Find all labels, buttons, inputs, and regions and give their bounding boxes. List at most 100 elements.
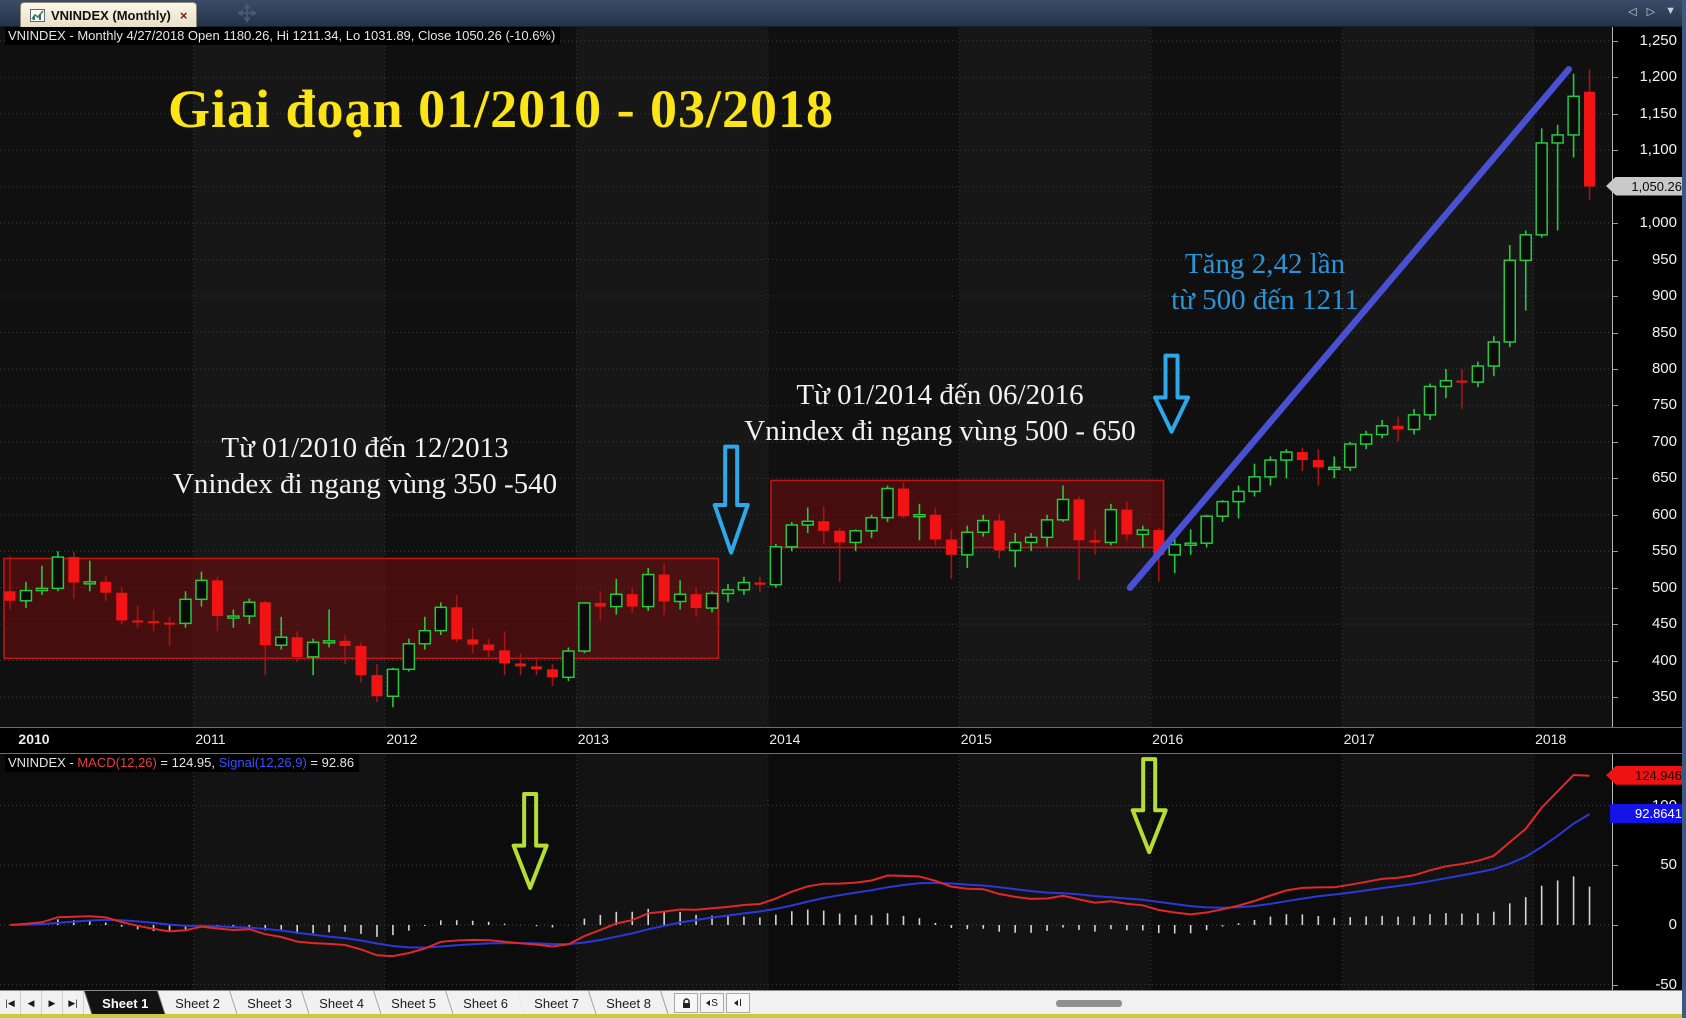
annotation-range-2010-2013: Từ 01/2010 đến 12/2013 Vnindex đi ngang …: [140, 430, 590, 502]
macd-info-bar: VNINDEX - MACD(12,26) = 124.95, Signal(1…: [5, 754, 360, 772]
year-band: [384, 752, 577, 990]
price-chart-canvas: [0, 26, 1612, 727]
price-axis-tick: 450: [1613, 616, 1677, 632]
price-chart-pane[interactable]: [0, 26, 1612, 727]
x-axis-year-strip: 2010 2011 2012 2013 2014 2015 2016 2017 2018: [0, 727, 1682, 754]
last-price-tag: 1,050.26: [1606, 176, 1686, 196]
annotation-uptrend: Tăng 2,42 lần từ 500 đến 1211: [1100, 246, 1430, 318]
sheet-tab-sheet-5[interactable]: Sheet 5: [373, 991, 454, 1015]
x-axis-year-label: 2017: [1343, 731, 1375, 747]
year-band: [767, 752, 960, 990]
scroll-tabs-right-icon[interactable]: ▷: [1646, 6, 1656, 18]
year-band: [1342, 752, 1534, 990]
macd-label: MACD(12,26): [77, 755, 157, 770]
macd-value: = 124.95,: [156, 755, 219, 770]
macd-axis-tick: -50: [1613, 976, 1677, 993]
sheet-tab-sheet-2[interactable]: Sheet 2: [158, 991, 238, 1015]
down-arrow-annotation: [1153, 353, 1191, 434]
signal-value: = 92.86: [306, 755, 355, 770]
x-axis-year-label: 2011: [195, 731, 226, 747]
next-sheet-button[interactable]: ▶: [42, 991, 63, 1015]
signal-label: Signal(12,26,9): [218, 755, 307, 770]
year-band: [0, 26, 194, 727]
price-axis-tick: 650: [1613, 470, 1677, 486]
price-axis-tick: 1,000: [1613, 215, 1677, 231]
year-band: [576, 752, 768, 990]
sheet-tab-sheet-4[interactable]: Sheet 4: [302, 991, 382, 1015]
first-sheet-button[interactable]: |◀: [0, 991, 21, 1015]
annotation-line: Vnindex đi ngang vùng 500 - 650: [744, 415, 1136, 447]
price-axis-tick: 1,150: [1613, 105, 1677, 122]
window-bottom-edge: [0, 1014, 1686, 1018]
price-axis-tick: 850: [1613, 324, 1677, 341]
price-axis-tick: 1,200: [1613, 69, 1677, 85]
signal-line: [9, 813, 1591, 949]
price-axis-tick: 500: [1613, 579, 1677, 596]
tab-list-dropdown-icon[interactable]: ▼: [1665, 5, 1676, 17]
sheet-tab-sheet-7[interactable]: Sheet 7: [517, 991, 598, 1015]
macd-info-symbol: VNINDEX -: [8, 755, 78, 770]
macd-pane[interactable]: [0, 752, 1612, 990]
candles: [4, 69, 1596, 708]
horizontal-scrollbar-thumb[interactable]: [1056, 1000, 1122, 1007]
price-axis-tick: 550: [1613, 543, 1677, 559]
price-axis-tick: 600: [1613, 506, 1677, 523]
macd-value-tag: 124.946: [1606, 765, 1684, 785]
x-axis-year-label: 2013: [577, 731, 609, 747]
macd-line: [9, 773, 1590, 958]
x-axis-year-label: 2012: [386, 731, 418, 747]
sheet-nav-buttons: |◀ ◀ ▶ ▶|: [0, 991, 84, 1015]
move-handle-icon: [238, 4, 256, 22]
annotation-range-2014-2016: Từ 01/2014 đến 06/2016 Vnindex đi ngang …: [690, 377, 1190, 449]
scroll-tabs-left-icon[interactable]: ◁: [1628, 6, 1637, 18]
year-band: [0, 752, 194, 990]
window-right-edge: [1682, 0, 1686, 1018]
annotation-line: Vnindex đi ngang vùng 350 -540: [172, 468, 558, 500]
sheet-tab-sheet-8[interactable]: Sheet 8: [589, 991, 669, 1015]
price-axis-tick: 950: [1613, 251, 1677, 268]
signal-value-tag: 92.8641: [1610, 804, 1685, 824]
chart-document-tab[interactable]: VNINDEX (Monthly) ×: [20, 2, 198, 27]
price-axis-tick: 700: [1613, 433, 1677, 450]
document-tab-bar: VNINDEX (Monthly) × ◁ ▷ ▼: [0, 0, 1686, 27]
price-axis-tick: 1,250: [1613, 32, 1677, 49]
last-sheet-button[interactable]: ▶|: [63, 991, 84, 1015]
year-band: [576, 26, 768, 727]
year-band: [193, 26, 385, 727]
prev-sheet-button[interactable]: ◀: [21, 991, 42, 1015]
sheet-tab-sheet-6[interactable]: Sheet 6: [445, 991, 526, 1015]
value-axis-strip: 1,250 1,200 1,150 1,100 1,000 950 900 850 800 750…: [1612, 26, 1683, 993]
x-axis-year-label: 2018: [1535, 731, 1567, 747]
year-band: [767, 26, 960, 727]
sheet-tab-sheet-1[interactable]: Sheet 1: [84, 991, 167, 1015]
year-band: [959, 26, 1151, 727]
annotation-line: Tăng 2,42 lần: [1184, 248, 1346, 280]
x-axis-year-label: 2016: [1152, 731, 1184, 747]
x-axis-year-label: 2015: [960, 731, 992, 747]
lock-icon[interactable]: [674, 993, 699, 1013]
sheet-tabs: Sheet 1 Sheet 2 Sheet 3 Sheet 4 Sheet 5 Sheet…: [84, 991, 669, 1015]
down-arrow-annotation: [1130, 757, 1168, 855]
price-axis-tick: 750: [1613, 397, 1677, 413]
x-axis-year-label: 2010: [18, 731, 50, 747]
tab-title: VNINDEX (Monthly): [51, 7, 171, 23]
price-axis-tick: 800: [1613, 360, 1677, 377]
down-arrow-annotation: [712, 444, 750, 555]
chart-thumbnail-icon: [30, 8, 45, 22]
sheet-tab-sheet-3[interactable]: Sheet 3: [230, 991, 310, 1015]
year-band: [1150, 752, 1343, 990]
tab-close-icon[interactable]: ×: [179, 7, 188, 23]
price-axis-tick: 1,100: [1613, 142, 1677, 158]
annotation-line: Từ 01/2010 đến 12/2013: [221, 432, 509, 464]
annotation-line: Từ 01/2014 đến 06/2016: [796, 379, 1084, 411]
price-axis-tick: 400: [1613, 652, 1677, 669]
ohlc-info-bar: VNINDEX - Monthly 4/27/2018 Open 1180.26…: [5, 27, 561, 45]
tool-button-s[interactable]: S: [700, 993, 725, 1013]
tool-button-i[interactable]: I: [726, 993, 751, 1013]
macd-axis-tick: 50: [1613, 857, 1677, 873]
year-band: [959, 752, 1151, 990]
price-axis-tick: 900: [1613, 288, 1677, 304]
sheet-bar: |◀ ◀ ▶ ▶| Sheet 1 Sheet 2 Sheet 3 Sheet 4 Sheet…: [0, 990, 1686, 1015]
